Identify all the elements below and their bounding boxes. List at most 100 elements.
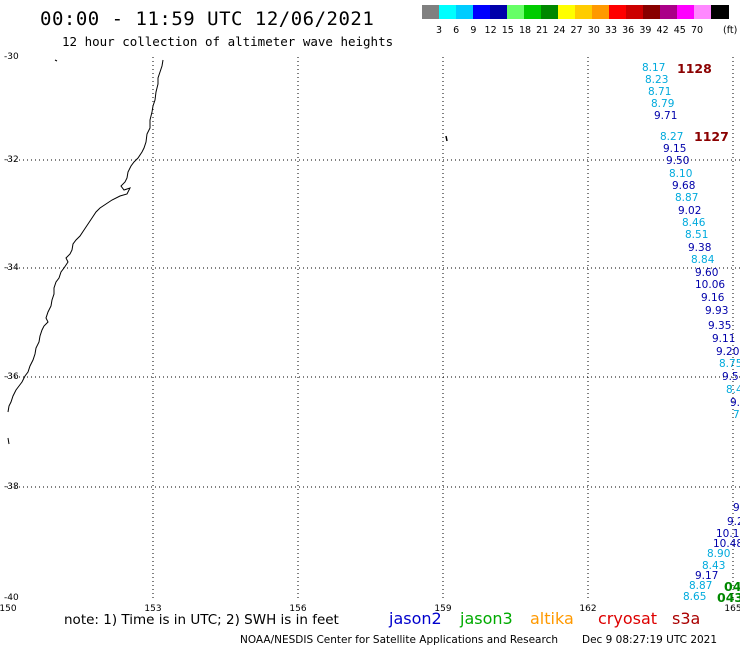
wave-height-value: 9.11 <box>712 333 736 345</box>
lon-label: 156 <box>289 604 307 614</box>
page-subtitle: 12 hour collection of altimeter wave hei… <box>62 34 394 49</box>
legend-label: 42 <box>656 25 669 36</box>
island-fragment <box>445 135 448 142</box>
wave-height-value: 9. <box>730 397 740 409</box>
island-tick <box>54 59 58 62</box>
wave-height-value: 9.20 <box>716 346 740 358</box>
wave-height-value: 9.50 <box>666 155 690 167</box>
wave-height-value: 9 <box>733 502 740 514</box>
legend-swatch <box>541 5 559 19</box>
legend-swatch <box>660 5 678 19</box>
wave-height-value: 9.17 <box>695 570 719 582</box>
wave-height-value: 8.43 <box>702 560 726 572</box>
footer-timestamp: Dec 9 08:27:19 UTC 2021 <box>582 634 718 646</box>
legend-swatch <box>711 5 729 19</box>
satellite-name: altika <box>530 609 574 628</box>
satellite-name: jason3 <box>460 609 513 628</box>
legend-label: 45 <box>673 25 686 36</box>
lon-label: 150 <box>0 604 17 614</box>
legend-label: 39 <box>639 25 652 36</box>
legend-label: 18 <box>518 25 532 36</box>
footer-note: note: 1) Time is in UTC; 2) SWH is in fe… <box>64 612 339 628</box>
legend-label: 6 <box>453 25 460 36</box>
legend-label: 15 <box>501 25 514 36</box>
wave-height-value: 8.75 <box>719 358 740 370</box>
lat-label: -38 <box>4 482 19 492</box>
legend-label: 36 <box>622 25 635 36</box>
wave-height-value: 9.02 <box>678 205 702 217</box>
track-id-label: 04 <box>724 579 740 594</box>
lon-label: 159 <box>434 604 452 614</box>
wave-height-value: 9.60 <box>695 267 719 279</box>
wave-height-value: 9.71 <box>654 110 678 122</box>
wave-height-value: 9.15 <box>663 143 687 155</box>
wave-height-value: 8.65 <box>683 591 707 603</box>
wave-height-value: 8.71 <box>648 86 672 98</box>
legend-label: 70 <box>690 25 704 36</box>
legend-label: 9 <box>470 25 477 36</box>
lat-label: -36 <box>4 372 19 382</box>
satellite-name: jason2 <box>389 609 442 628</box>
page-title: 00:00 - 11:59 UTC 12/06/2021 <box>40 8 375 30</box>
legend-swatch <box>575 5 593 19</box>
legend-swatch <box>558 5 576 19</box>
wave-height-value: 8.51 <box>685 229 709 241</box>
lon-label: 162 <box>579 604 597 614</box>
wave-height-value: 9.5 <box>722 371 739 383</box>
legend-unit: (ft) <box>723 25 738 36</box>
legend-swatch <box>439 5 457 19</box>
wave-height-value: 8.90 <box>707 548 731 560</box>
legend-label: 27 <box>570 25 583 36</box>
legend-swatch <box>677 5 695 19</box>
legend-label: 30 <box>587 25 600 36</box>
wave-height-value: 7 <box>733 409 740 421</box>
lat-label: -40 <box>4 593 19 603</box>
lat-label: -30 <box>4 52 19 62</box>
legend-swatch <box>422 5 440 19</box>
lon-label: 165 <box>724 604 740 614</box>
legend-swatch <box>490 5 508 19</box>
satellite-name: s3a <box>672 609 701 628</box>
legend-label: 33 <box>604 25 618 36</box>
graticule <box>7 57 740 598</box>
track-id-label: 1128 <box>677 61 712 76</box>
wave-height-value: 9.93 <box>705 305 729 317</box>
legend-label: 3 <box>435 25 443 36</box>
wave-height-value: 8.84 <box>691 254 715 266</box>
lat-label: -32 <box>4 155 19 165</box>
wave-height-value: 8.87 <box>689 580 713 592</box>
legend-swatch <box>524 5 542 19</box>
wave-height-value: 9.38 <box>688 242 712 254</box>
lat-label: -34 <box>4 263 19 273</box>
legend-swatch <box>473 5 491 19</box>
wave-height-value: 8.17 <box>642 62 666 74</box>
wave-height-value: 8.46 <box>682 217 706 229</box>
wave-height-value: 8.23 <box>645 74 669 86</box>
wave-height-value: 9.68 <box>672 180 696 192</box>
legend-label: 21 <box>536 25 549 36</box>
legend-label: 24 <box>553 25 566 36</box>
legend-swatch <box>694 5 712 19</box>
track-id-label: 1127 <box>694 129 729 144</box>
lon-label: 153 <box>144 604 162 614</box>
coastline-australia <box>7 59 164 413</box>
wave-height-value: 8.79 <box>651 98 675 110</box>
footer-credit: NOAA/NESDIS Center for Satellite Applica… <box>240 634 558 646</box>
legend-swatch <box>456 5 474 19</box>
wave-height-value: 8.87 <box>675 192 699 204</box>
wave-height-value: 9.2 <box>727 516 740 528</box>
legend-swatch <box>643 5 661 19</box>
wave-height-value: 10.48 <box>713 538 740 550</box>
legend-swatch <box>626 5 644 19</box>
wave-height-value: 9.35 <box>708 320 732 332</box>
satellite-name: cryosat <box>598 609 658 628</box>
wave-height-value: 10.06 <box>695 279 726 291</box>
legend-swatch <box>609 5 627 19</box>
wave-height-value: 8.27 <box>660 131 684 143</box>
wave-height-value: 8.10 <box>669 168 693 180</box>
wave-height-value: 9.16 <box>701 292 725 304</box>
wave-height-value: 8.4 <box>726 384 740 396</box>
legend-swatch <box>592 5 610 19</box>
coastline-island <box>7 437 10 445</box>
